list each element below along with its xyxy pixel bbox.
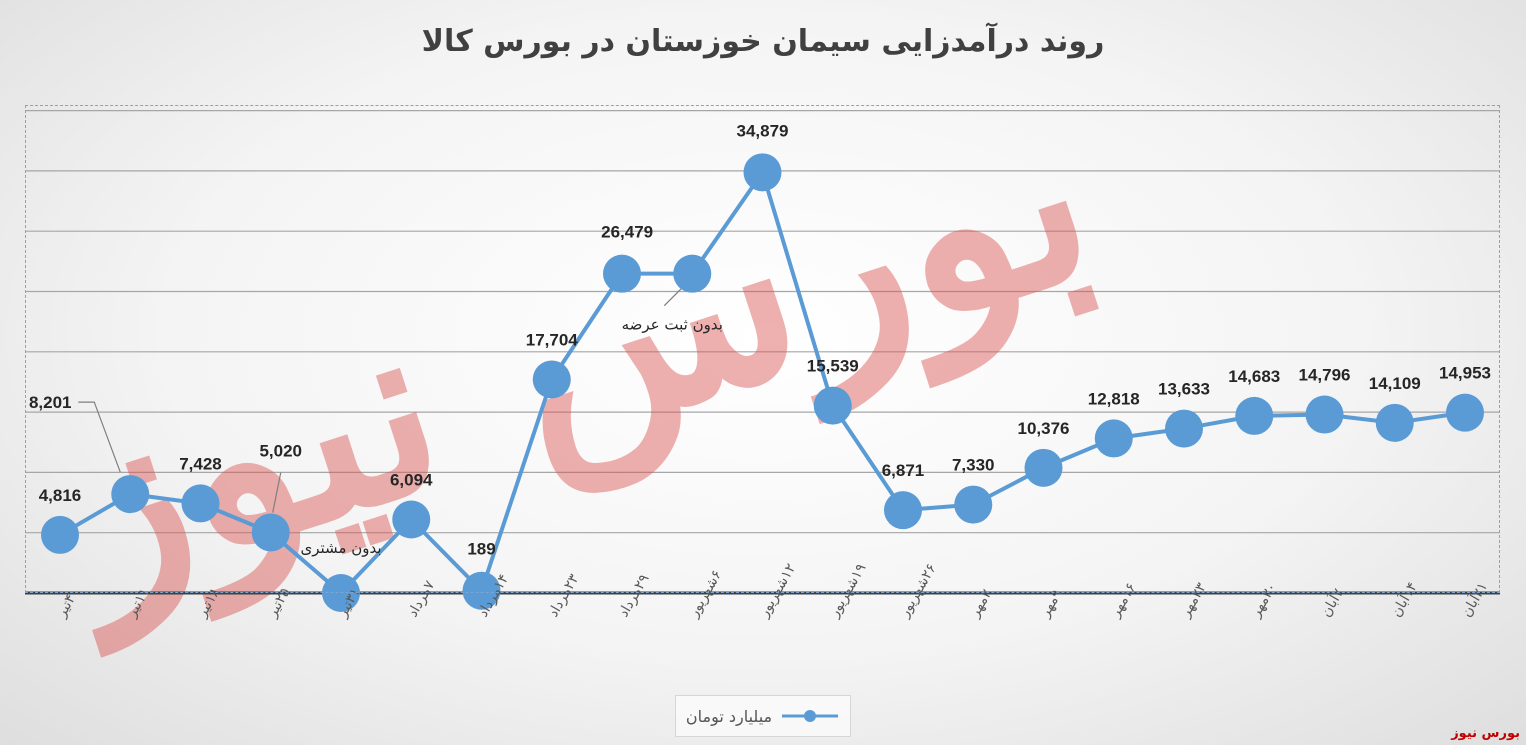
data-label: 13,633 (1158, 380, 1210, 399)
data-label: 34,879 (737, 121, 789, 140)
brand-logo: بورس نیوز (1451, 726, 1520, 741)
data-label: 14,109 (1369, 374, 1421, 393)
data-label: 17,704 (526, 330, 579, 349)
data-point (392, 500, 431, 539)
plot-area (25, 105, 1500, 593)
leader-lines (78, 287, 683, 513)
data-label: 8,201 (29, 393, 72, 412)
data-point (603, 254, 641, 293)
data-point (954, 485, 993, 524)
legend: میلیارد تومان (675, 695, 851, 737)
data-point (813, 386, 852, 425)
data-points (41, 153, 1484, 612)
data-labels: 4,816 8,201 7,428 5,020 6,094 189 17,704 26,479… (29, 121, 1491, 558)
legend-label: میلیارد تومان (685, 706, 773, 726)
data-point (1305, 395, 1344, 434)
data-label: 5,020 (259, 441, 302, 460)
data-label: 4,816 (39, 486, 82, 505)
annotation-label: بدون مشتری (300, 539, 381, 557)
legend-swatch (782, 710, 839, 722)
data-point (743, 153, 782, 192)
leader-line (663, 287, 683, 307)
data-point (111, 475, 150, 514)
data-point (1165, 409, 1203, 448)
data-point (1446, 393, 1484, 432)
data-point (1375, 403, 1414, 442)
data-point (462, 571, 501, 610)
data-point (41, 515, 79, 554)
data-point (181, 484, 220, 523)
data-point (322, 574, 360, 612)
data-point (1024, 448, 1063, 487)
data-point (673, 254, 712, 293)
data-label: 14,953 (1439, 364, 1491, 383)
data-point (884, 491, 922, 530)
data-point (532, 360, 571, 399)
data-point (251, 513, 290, 552)
data-label: 6,094 (390, 471, 433, 490)
data-label: 14,683 (1228, 367, 1280, 386)
data-label: 12,818 (1088, 389, 1140, 408)
annotation-label: بدون ثبت عرضه (622, 316, 723, 334)
data-label: 26,479 (601, 223, 653, 242)
data-label: 15,539 (807, 357, 859, 376)
data-label: 6,871 (882, 461, 925, 480)
data-label: 10,376 (1018, 419, 1070, 438)
x-tick-label: ۴تیر (53, 592, 79, 621)
data-label: 7,330 (952, 456, 995, 475)
chart-title: روند درآمدزایی سیمان خوزستان در بورس کال… (421, 24, 1105, 59)
leader-line (78, 401, 121, 473)
annotations: بدون مشتری بدون ثبت عرضه (300, 316, 722, 557)
data-label: 14,796 (1299, 366, 1351, 385)
data-point (1235, 396, 1274, 435)
data-point (1094, 419, 1133, 458)
leader-line (272, 472, 282, 513)
data-label: 7,428 (179, 454, 222, 473)
data-label: 189 (467, 540, 495, 559)
